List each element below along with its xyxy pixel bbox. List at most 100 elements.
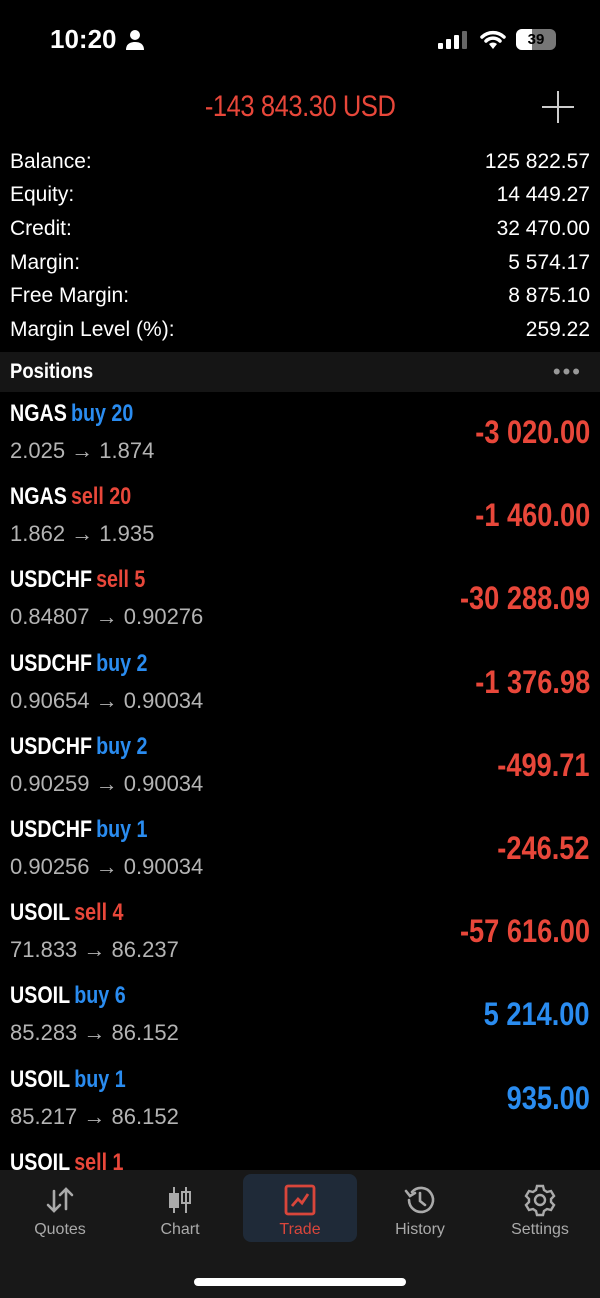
position-prices: 71.833 → 86.237 <box>10 937 179 963</box>
position-prices: 0.84807 → 0.90276 <box>10 604 204 630</box>
summary-row: Balance: 125 822.57 <box>10 145 590 179</box>
more-options-icon[interactable]: ••• <box>552 359 582 384</box>
position-symbol: NGAS <box>10 483 67 511</box>
summary-value: 5 574.17 <box>508 250 590 274</box>
position-title: USDCHF buy 2 <box>10 733 148 761</box>
position-profit: -1 460.00 <box>475 497 590 534</box>
summary-row: Equity: 14 449.27 <box>10 179 590 213</box>
position-title: USOIL buy 6 <box>10 982 126 1010</box>
position-direction: buy 1 <box>96 815 148 843</box>
tab-quotes[interactable]: Quotes <box>3 1174 117 1242</box>
position-row[interactable]: USDCHF buy 2 0.90654 → 0.90034 -1 376.98 <box>0 646 600 729</box>
position-prices: 85.217 → 86.152 <box>10 1103 179 1129</box>
tab-settings[interactable]: Settings <box>483 1174 597 1242</box>
summary-label: Margin: <box>10 250 81 274</box>
position-profit: -57 616.00 <box>459 913 590 950</box>
position-row[interactable]: USDCHF buy 2 0.90259 → 0.90034 -499.71 <box>0 729 600 812</box>
position-prices: 2.025 → 1.874 <box>10 438 155 463</box>
summary-label: Free Margin: <box>10 284 130 308</box>
positions-header: Positions ••• <box>0 352 600 392</box>
position-prices: 0.90654 → 0.90034 <box>10 687 204 713</box>
position-title: USDCHF sell 5 <box>10 566 145 594</box>
cellular-signal-icon <box>438 31 467 49</box>
tab-label: History <box>395 1221 445 1238</box>
position-profit: -499.71 <box>497 746 590 783</box>
summary-value: 125 822.57 <box>484 149 590 173</box>
tab-label: Settings <box>511 1221 569 1238</box>
tab-label: Quotes <box>34 1221 86 1238</box>
position-row[interactable]: USOIL sell 4 71.833 → 86.237 -57 616.00 <box>0 895 600 978</box>
position-profit: -3 020.00 <box>475 414 590 450</box>
position-title: USDCHF buy 2 <box>10 650 148 678</box>
summary-label: Balance: <box>10 149 92 173</box>
position-symbol: USDCHF <box>10 566 92 594</box>
position-title: NGAS sell 20 <box>10 483 131 511</box>
home-indicator[interactable] <box>194 1278 406 1286</box>
gear-icon <box>483 1183 597 1217</box>
position-title: NGAS buy 20 <box>10 400 133 428</box>
summary-label: Equity: <box>10 183 75 207</box>
account-summary: Balance: 125 822.57 Equity: 14 449.27 Credit… <box>10 145 590 347</box>
position-symbol: USOIL <box>10 899 71 927</box>
position-symbol: NGAS <box>10 400 67 427</box>
summary-row: Credit: 32 470.00 <box>10 212 590 246</box>
battery-indicator: 39 <box>516 29 556 50</box>
position-direction: buy 6 <box>74 982 126 1010</box>
person-icon <box>126 30 144 50</box>
tab-label: Chart <box>160 1221 200 1238</box>
position-prices: 1.862 → 1.935 <box>10 521 155 547</box>
position-title: USOIL buy 1 <box>10 1066 126 1094</box>
summary-value: 8 875.10 <box>508 284 590 308</box>
history-icon <box>363 1183 477 1217</box>
position-row[interactable]: USDCHF buy 1 0.90256 → 0.90034 -246.52 <box>0 812 600 895</box>
position-prices: 0.90256 → 0.90034 <box>10 853 204 879</box>
position-direction: sell 4 <box>74 899 124 927</box>
summary-value: 14 449.27 <box>496 183 590 207</box>
position-profit: 935.00 <box>506 1079 590 1116</box>
tab-chart[interactable]: Chart <box>123 1174 237 1242</box>
summary-value: 259.22 <box>525 317 590 341</box>
position-prices: 0.90259 → 0.90034 <box>10 770 204 796</box>
positions-list: NGAS buy 20 2.025 → 1.874 -3 020.00 NGAS s… <box>0 396 600 1228</box>
add-order-button[interactable] <box>542 91 574 123</box>
position-direction: buy 2 <box>96 732 148 760</box>
position-symbol: USOIL <box>10 1065 71 1093</box>
position-direction: buy 20 <box>70 400 134 427</box>
summary-label: Margin Level (%): <box>10 317 175 341</box>
total-profit: -143 843.30 USD <box>204 90 396 123</box>
position-direction: buy 2 <box>96 649 148 677</box>
header: -143 843.30 USD <box>0 85 600 129</box>
summary-row: Margin: 5 574.17 <box>10 246 590 280</box>
positions-title: Positions <box>10 360 94 383</box>
summary-row: Free Margin: 8 875.10 <box>10 279 590 313</box>
position-title: USDCHF buy 1 <box>10 816 148 844</box>
position-profit: -1 376.98 <box>475 663 590 700</box>
summary-label: Credit: <box>10 216 72 240</box>
position-row[interactable]: NGAS sell 20 1.862 → 1.935 -1 460.00 <box>0 479 600 562</box>
position-symbol: USDCHF <box>10 815 92 843</box>
position-row[interactable]: USDCHF sell 5 0.84807 → 0.90276 -30 288.0… <box>0 562 600 645</box>
position-symbol: USDCHF <box>10 732 92 760</box>
position-profit: -246.52 <box>497 829 590 866</box>
position-title: USOIL sell 4 <box>10 899 123 927</box>
summary-value: 32 470.00 <box>496 216 590 240</box>
tab-bar: Quotes Chart Trade History Settings <box>0 1170 600 1298</box>
position-prices: 85.283 → 86.152 <box>10 1020 179 1046</box>
tab-history[interactable]: History <box>363 1174 477 1242</box>
position-row[interactable]: USOIL buy 6 85.283 → 86.152 5 214.00 <box>0 978 600 1061</box>
position-row[interactable]: NGAS buy 20 2.025 → 1.874 -3 020.00 <box>0 396 600 479</box>
position-profit: -30 288.09 <box>459 580 590 617</box>
position-symbol: USDCHF <box>10 649 92 677</box>
candles-icon <box>123 1183 237 1217</box>
arrows-icon <box>3 1183 117 1217</box>
position-direction: sell 20 <box>70 483 132 511</box>
summary-row: Margin Level (%): 259.22 <box>10 313 590 347</box>
position-symbol: USOIL <box>10 982 71 1010</box>
clock: 10:20 <box>50 24 117 54</box>
tab-label: Trade <box>279 1221 321 1238</box>
position-row[interactable]: USOIL buy 1 85.217 → 86.152 935.00 <box>0 1062 600 1145</box>
position-profit: 5 214.00 <box>484 996 590 1033</box>
tab-trade[interactable]: Trade <box>243 1174 357 1242</box>
position-direction: buy 1 <box>74 1065 126 1093</box>
wifi-icon <box>480 30 506 49</box>
